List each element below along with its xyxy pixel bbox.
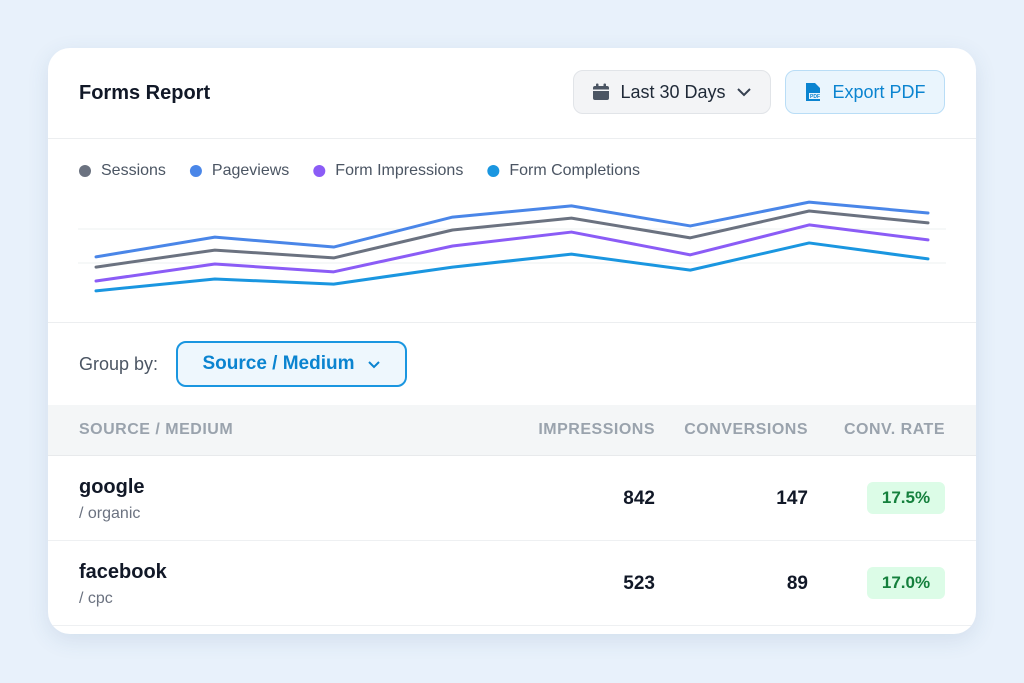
divider — [48, 138, 976, 139]
export-pdf-button[interactable]: PDF Export PDF — [785, 70, 945, 114]
chevron-icon — [367, 360, 380, 368]
column-header: SOURCE / MEDIUM — [79, 421, 234, 438]
conversions: 147 — [776, 488, 808, 509]
table-header: SOURCE / MEDIUM IMPRESSIONS CONVERSIONS … — [48, 405, 976, 456]
column-header: CONVERSIONS — [684, 421, 808, 438]
svg-text:PDF: PDF — [810, 94, 820, 100]
conversion-rate: 17.0% — [867, 567, 945, 599]
impressions: 523 — [623, 573, 655, 594]
table-row: google / organic 842 147 17.5% — [48, 456, 976, 541]
group-by-label: Group by: — [79, 354, 159, 374]
group-by-select[interactable]: Source / Medium — [176, 341, 407, 387]
legend-label: Form Impressions — [335, 162, 463, 179]
series-line — [94, 241, 930, 293]
legend-label: Sessions — [101, 162, 166, 179]
series-line — [94, 223, 930, 283]
legend-dot — [189, 165, 202, 177]
impressions: 842 — [623, 488, 655, 509]
legend-dot — [79, 165, 91, 177]
source: facebook — [79, 561, 167, 583]
divider — [48, 322, 976, 323]
chart: Sessions Pageviews Form Impressions Form Co… — [78, 162, 946, 293]
date-range-label: Last 30 Days — [620, 81, 726, 102]
legend-dot — [313, 165, 326, 177]
report-card: Forms Report Last 30 Days PDF Export PDF… — [48, 48, 976, 634]
date-range-button[interactable]: Last 30 Days — [573, 70, 771, 114]
legend-dot — [487, 165, 500, 177]
source: google — [79, 476, 145, 498]
column-header: IMPRESSIONS — [538, 421, 655, 438]
medium: / cpc — [79, 590, 113, 607]
calendar-icon — [593, 83, 610, 100]
column-header: CONV. RATE — [843, 421, 945, 438]
group-by-value: Source / Medium — [202, 353, 355, 374]
medium: / organic — [79, 505, 141, 522]
card-title: Forms Report — [79, 82, 211, 104]
series-line — [94, 209, 930, 269]
conversion-rate: 17.5% — [867, 482, 945, 514]
legend-label: Pageviews — [212, 162, 289, 179]
chevron-icon — [736, 88, 751, 97]
table-row: facebook / cpc 523 89 17.0% — [48, 541, 976, 626]
export-label: Export PDF — [832, 81, 926, 102]
series-line — [94, 200, 930, 259]
legend-label: Form Completions — [509, 162, 640, 179]
pdf-icon: PDF — [806, 83, 822, 101]
conversions: 89 — [786, 573, 808, 594]
